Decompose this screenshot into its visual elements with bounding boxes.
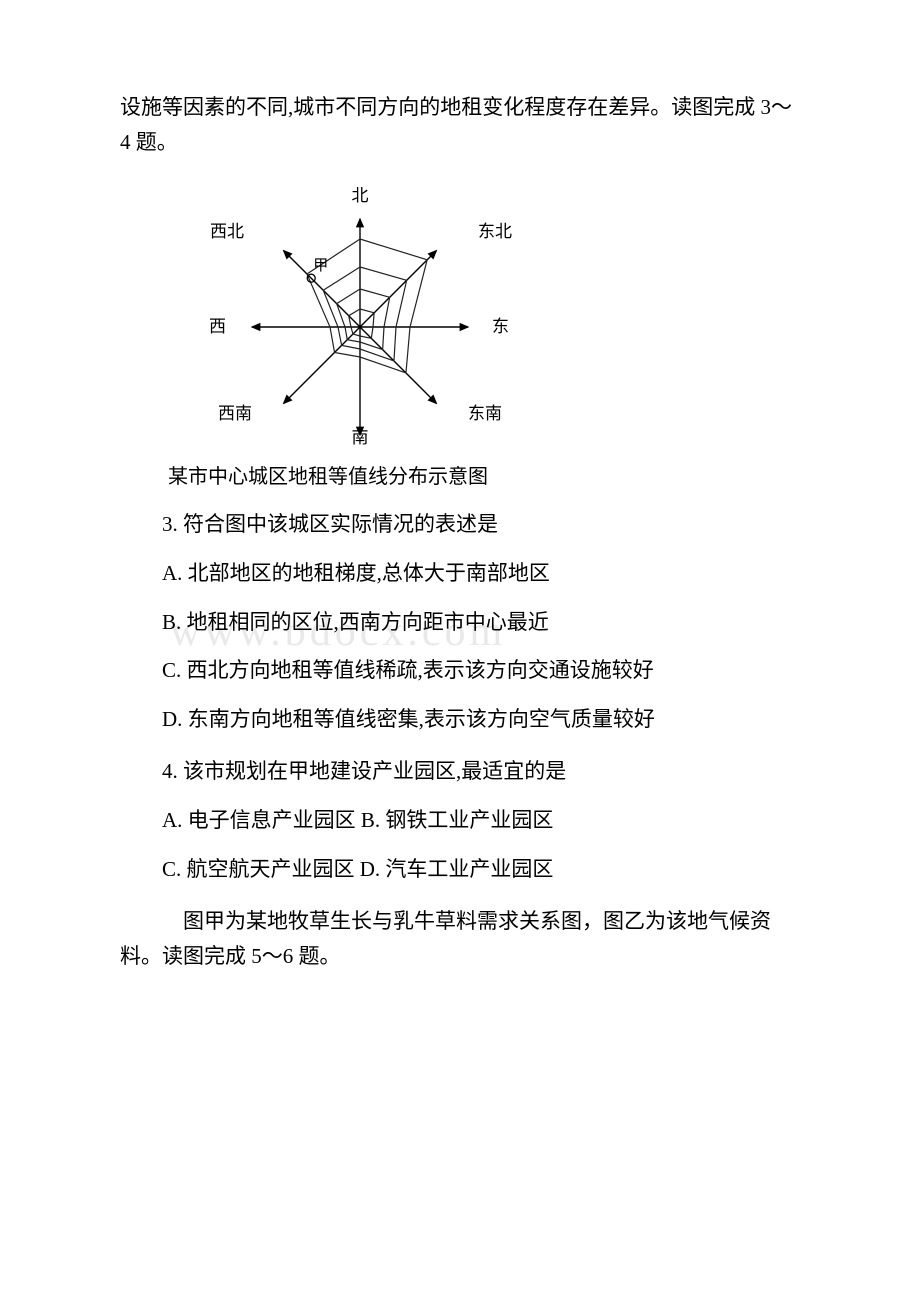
intro-paragraph-2: 图甲为某地牧草生长与乳牛草料需求关系图，图乙为该地气候资料。读图完成 5～6 题…	[120, 904, 800, 973]
isoline-diagram: 北东北东东南南 西南 西 西北甲	[200, 187, 800, 452]
diagram-caption: 某市中心城区地租等值线分布示意图	[168, 460, 800, 489]
isoline-svg: 北东北东东南南 西南 西 西北甲	[200, 187, 520, 447]
svg-text:北: 北	[352, 187, 369, 205]
q3-option-d: D. 东南方向地租等值线密集,表示该方向空气质量较好	[120, 702, 800, 737]
svg-text:西南: 西南	[218, 404, 252, 423]
svg-text:东: 东	[492, 317, 509, 336]
q4-option-c: C. 航空航天产业园区	[162, 857, 355, 881]
svg-text:南: 南	[352, 428, 369, 447]
q4-option-b: B. 钢铁工业产业园区	[361, 808, 554, 832]
intro-paragraph-1: 设施等因素的不同,城市不同方向的地租变化程度存在差异。读图完成 3～4 题。	[120, 90, 800, 159]
q4-stem: 4. 该市规划在甲地建设产业园区,最适宜的是	[120, 754, 800, 789]
svg-text:东北: 东北	[478, 222, 512, 241]
q3-option-a: A. 北部地区的地租梯度,总体大于南部地区	[120, 556, 800, 591]
svg-text:甲: 甲	[313, 258, 328, 274]
q4-option-a: A. 电子信息产业园区	[162, 808, 356, 832]
q3-stem: 3. 符合图中该城区实际情况的表述是	[120, 507, 800, 542]
q4-option-d: D. 汽车工业产业园区	[360, 857, 554, 881]
q3-option-c: C. 西北方向地租等值线稀疏,表示该方向交通设施较好	[120, 653, 800, 688]
q4-options-cd: C. 航空航天产业园区 D. 汽车工业产业园区	[120, 852, 800, 887]
svg-text:西北: 西北	[210, 222, 244, 241]
svg-text:西: 西	[209, 317, 226, 336]
svg-text:东南: 东南	[468, 404, 502, 423]
q4-options-ab: A. 电子信息产业园区 B. 钢铁工业产业园区	[120, 803, 800, 838]
q3-option-b: B. 地租相同的区位,西南方向距市中心最近	[120, 605, 800, 640]
